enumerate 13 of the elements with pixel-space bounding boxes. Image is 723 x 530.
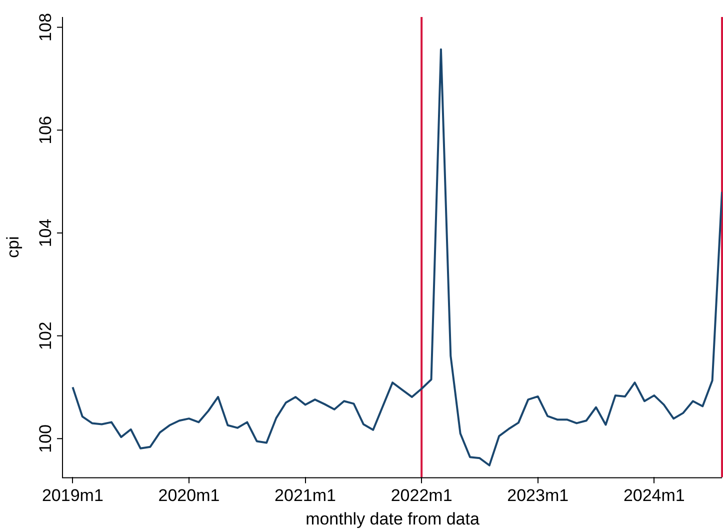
y-tick-label: 102 [36, 322, 56, 350]
y-axis-title: cpi [4, 236, 23, 258]
x-tick-label: 2023m1 [507, 486, 569, 506]
x-tick-label: 2022m1 [390, 486, 452, 506]
y-tick-label: 106 [36, 116, 56, 144]
y-tick-label: 108 [36, 13, 56, 42]
x-tick-label: 2019m1 [42, 486, 104, 506]
x-axis-title: monthly date from data [306, 509, 480, 528]
x-tick-label: 2021m1 [274, 486, 336, 506]
x-tick-label: 2020m1 [158, 486, 220, 506]
x-tick-label: 2024m1 [623, 486, 685, 506]
y-tick-label: 104 [36, 218, 56, 248]
y-tick-label: 100 [36, 424, 56, 453]
